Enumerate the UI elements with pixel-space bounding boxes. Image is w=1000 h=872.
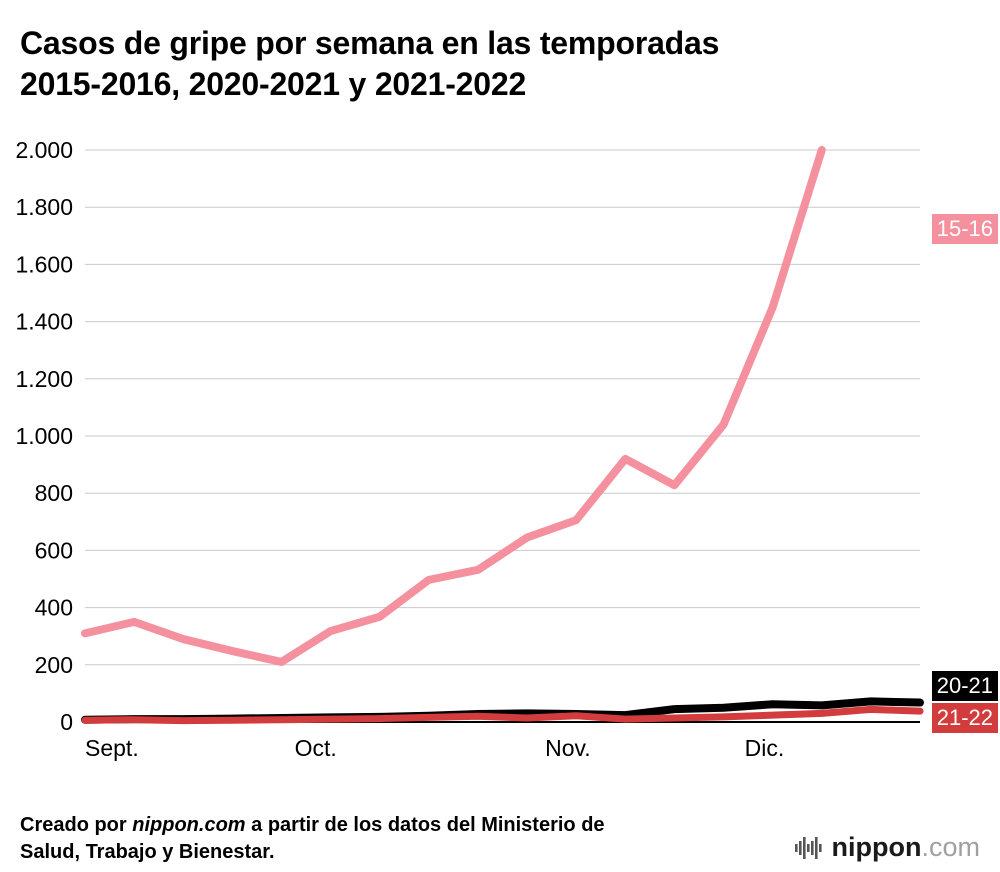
series-line-21-22 xyxy=(81,705,924,725)
logo-tld: .com xyxy=(921,832,980,862)
title-line-1: Casos de gripe por semana en las tempora… xyxy=(20,25,720,62)
page-title: Casos de gripe por semana en las tempora… xyxy=(20,23,940,105)
y-tick-label: 1.400 xyxy=(15,309,73,335)
y-tick-label: 800 xyxy=(35,480,73,506)
x-tick-label: Dic. xyxy=(745,735,785,761)
nippon-logo-text: nippon.com xyxy=(832,832,980,863)
y-tick-label: 200 xyxy=(35,652,73,678)
y-tick-label: 1.200 xyxy=(15,366,73,392)
nippon-logo-icon xyxy=(794,836,822,859)
y-tick-label: 1.800 xyxy=(15,194,73,220)
series-label-15-16: 15-16 xyxy=(931,214,998,244)
credit-rest-1: a partir de los datos del Ministerio de xyxy=(245,814,605,836)
x-tick-label: Nov. xyxy=(545,735,591,761)
series-label-20-21: 20-21 xyxy=(931,671,998,701)
source-credit: Creado por nippon.com a partir de los da… xyxy=(20,812,605,866)
series-line-15-16 xyxy=(81,146,826,666)
y-tick-label: 600 xyxy=(35,537,73,563)
y-tick-label: 1.000 xyxy=(15,423,73,449)
x-tick-label: Oct. xyxy=(295,735,337,761)
credit-rest-2: Salud, Trabajo y Bienestar. xyxy=(20,841,275,863)
y-tick-label: 400 xyxy=(35,595,73,621)
credit-prefix: Creado por xyxy=(20,814,133,836)
y-tick-label: 0 xyxy=(60,709,73,735)
series-label-21-22: 21-22 xyxy=(931,703,998,733)
logo-name: nippon xyxy=(831,832,922,862)
chart: 0 200 400 600 800 1.000 1.200 1.400 1.600 1.800 2.… xyxy=(0,120,1000,770)
y-tick-label: 1.600 xyxy=(15,251,73,277)
nippon-logo: nippon.com xyxy=(794,832,980,863)
x-tick-label: Sept. xyxy=(85,735,139,761)
title-line-2: 2015-2016, 2020-2021 y 2021-2022 xyxy=(20,66,527,103)
chart-canvas: 0 200 400 600 800 1.000 1.200 1.400 1.600 1.800 2.… xyxy=(15,137,924,761)
y-tick-label: 2.000 xyxy=(15,137,73,163)
credit-brand: nippon.com xyxy=(132,814,246,836)
